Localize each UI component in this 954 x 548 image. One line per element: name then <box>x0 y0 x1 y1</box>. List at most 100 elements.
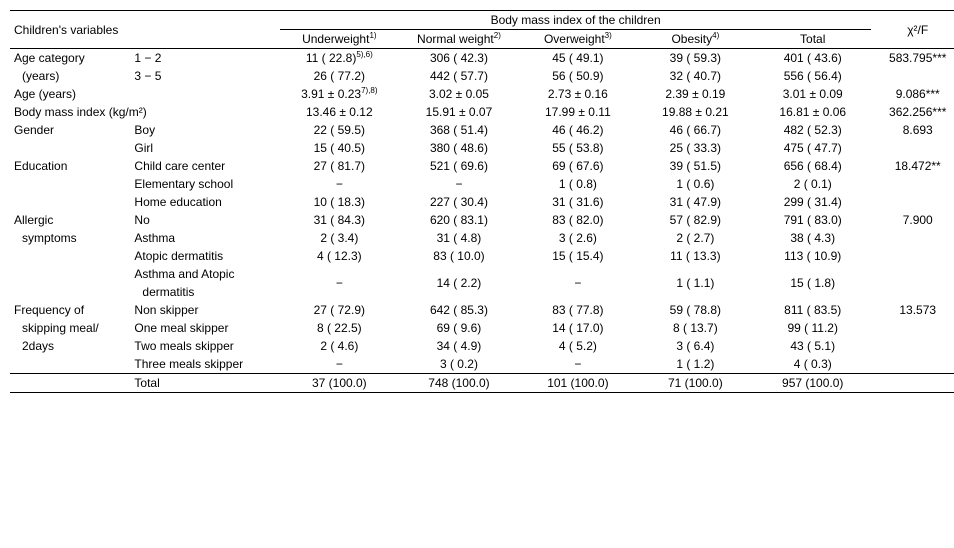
row-freq-sub1: Non skipper <box>130 301 279 319</box>
cell: 69 ( 9.6) <box>399 319 519 337</box>
header-variables: Children's variables <box>10 11 280 49</box>
cell: 3 ( 0.2) <box>399 355 519 374</box>
cell: 34 ( 4.9) <box>399 337 519 355</box>
cell: 299 ( 31.4) <box>754 193 871 211</box>
row-gender-label: Gender <box>10 121 130 139</box>
row-age-label: Age (years) <box>10 85 280 103</box>
row-total-label: Total <box>130 374 279 393</box>
cell: 17.99 ± 0.11 <box>519 103 637 121</box>
cell: 14 ( 17.0) <box>519 319 637 337</box>
cell: 8 ( 13.7) <box>637 319 754 337</box>
cell: 521 ( 69.6) <box>399 157 519 175</box>
cell: − <box>519 355 637 374</box>
cell: 27 ( 81.7) <box>280 157 399 175</box>
row-freq-label3: 2days <box>10 337 130 355</box>
row-allergic-sub2: Asthma <box>130 229 279 247</box>
row-allergic-label2: symptoms <box>10 229 130 247</box>
row-freq-label2: skipping meal/ <box>10 319 130 337</box>
header-total: Total <box>754 30 871 49</box>
cell: 4 ( 12.3) <box>280 247 399 265</box>
cell: 39 ( 59.3) <box>637 49 754 68</box>
cell: 3 ( 2.6) <box>519 229 637 247</box>
cell: 39 ( 51.5) <box>637 157 754 175</box>
cell: 2 ( 2.7) <box>637 229 754 247</box>
cell: − <box>280 175 399 193</box>
row-age-cat-sub2: 3 − 5 <box>130 67 279 85</box>
cell: 56 ( 50.9) <box>519 67 637 85</box>
cell: 46 ( 46.2) <box>519 121 637 139</box>
cell: 15.91 ± 0.07 <box>399 103 519 121</box>
cell: 656 ( 68.4) <box>754 157 871 175</box>
cell: − <box>399 175 519 193</box>
cell: 11 ( 22.8)5),6) <box>280 49 399 68</box>
cell: 69 ( 67.6) <box>519 157 637 175</box>
cell: 59 ( 78.8) <box>637 301 754 319</box>
cell-chi: 362.256*** <box>871 103 954 121</box>
cell: 26 ( 77.2) <box>280 67 399 85</box>
cell: 4 ( 5.2) <box>519 337 637 355</box>
cell: 2.39 ± 0.19 <box>637 85 754 103</box>
header-obesity: Obesity4) <box>637 30 754 49</box>
cell: 15 ( 1.8) <box>754 265 871 301</box>
row-gender-sub1: Boy <box>130 121 279 139</box>
row-edu-sub1: Child care center <box>130 157 279 175</box>
cell: 25 ( 33.3) <box>637 139 754 157</box>
cell: 380 ( 48.6) <box>399 139 519 157</box>
cell: 1 ( 1.1) <box>637 265 754 301</box>
cell: 2.73 ± 0.16 <box>519 85 637 103</box>
row-gender-sub2: Girl <box>130 139 279 157</box>
cell: 1 ( 1.2) <box>637 355 754 374</box>
row-age-cat-sub1: 1 − 2 <box>130 49 279 68</box>
cell: 620 ( 83.1) <box>399 211 519 229</box>
row-allergic-label1: Allergic <box>10 211 130 229</box>
cell: 19.88 ± 0.21 <box>637 103 754 121</box>
header-normal: Normal weight2) <box>399 30 519 49</box>
cell: 13.46 ± 0.12 <box>280 103 399 121</box>
row-freq-label1: Frequency of <box>10 301 130 319</box>
cell: 442 ( 57.7) <box>399 67 519 85</box>
cell: 31 ( 31.6) <box>519 193 637 211</box>
cell: 99 ( 11.2) <box>754 319 871 337</box>
header-underweight: Underweight1) <box>280 30 399 49</box>
cell: 401 ( 43.6) <box>754 49 871 68</box>
cell: 2 ( 0.1) <box>754 175 871 193</box>
cell: 55 ( 53.8) <box>519 139 637 157</box>
cell: 71 (100.0) <box>637 374 754 393</box>
cell: 3.02 ± 0.05 <box>399 85 519 103</box>
cell: 16.81 ± 0.06 <box>754 103 871 121</box>
cell: 31 ( 4.8) <box>399 229 519 247</box>
cell: 38 ( 4.3) <box>754 229 871 247</box>
cell: 306 ( 42.3) <box>399 49 519 68</box>
cell: 101 (100.0) <box>519 374 637 393</box>
cell: 10 ( 18.3) <box>280 193 399 211</box>
cell: − <box>280 355 399 374</box>
cell: 791 ( 83.0) <box>754 211 871 229</box>
row-edu-sub3: Home education <box>130 193 279 211</box>
cell: 3.91 ± 0.237),8) <box>280 85 399 103</box>
cell: 368 ( 51.4) <box>399 121 519 139</box>
cell: − <box>280 265 399 301</box>
cell-chi: 13.573 <box>871 301 954 319</box>
cell: 15 ( 15.4) <box>519 247 637 265</box>
cell-chi: 9.086*** <box>871 85 954 103</box>
header-chi: χ²/F <box>871 11 954 49</box>
cell: 22 ( 59.5) <box>280 121 399 139</box>
cell: 1 ( 0.8) <box>519 175 637 193</box>
cell: 57 ( 82.9) <box>637 211 754 229</box>
cell: 31 ( 47.9) <box>637 193 754 211</box>
cell: 31 ( 84.3) <box>280 211 399 229</box>
bmi-table: Children's variables Body mass index of … <box>10 10 954 393</box>
cell-chi: 7.900 <box>871 211 954 229</box>
cell: 811 ( 83.5) <box>754 301 871 319</box>
row-edu-label: Education <box>10 157 130 175</box>
cell: 43 ( 5.1) <box>754 337 871 355</box>
cell: 957 (100.0) <box>754 374 871 393</box>
cell: 748 (100.0) <box>399 374 519 393</box>
row-age-cat-label: Age category <box>10 49 130 68</box>
row-allergic-sub4b: dermatitis <box>130 283 279 301</box>
cell: 227 ( 30.4) <box>399 193 519 211</box>
cell: 15 ( 40.5) <box>280 139 399 157</box>
cell: 556 ( 56.4) <box>754 67 871 85</box>
cell: 475 ( 47.7) <box>754 139 871 157</box>
cell-chi: 583.795*** <box>871 49 954 68</box>
